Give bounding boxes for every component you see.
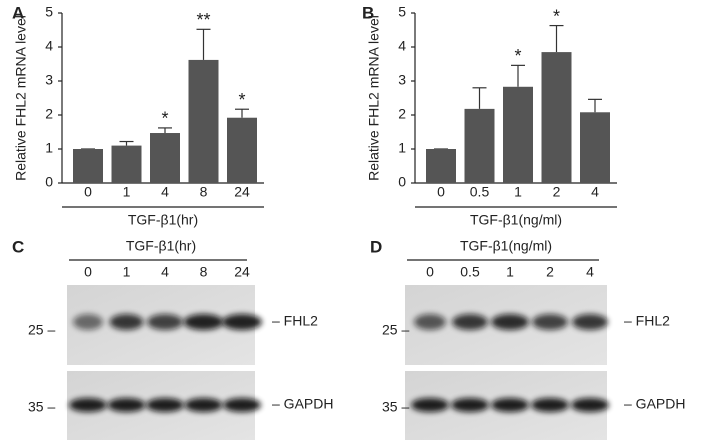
significance-mark: * — [161, 109, 168, 129]
y-tick-label: 0 — [45, 174, 53, 190]
significance-mark: * — [553, 6, 560, 26]
blot-band — [183, 314, 224, 330]
blot-band — [571, 398, 609, 412]
x-tick-label: 1 — [514, 184, 522, 200]
y-axis-label: Relative FHL2 mRNA level — [13, 15, 29, 181]
lane-label: 1 — [123, 264, 131, 280]
x-tick-label: 24 — [234, 184, 250, 200]
x-tick-label: 1 — [123, 184, 131, 200]
x-tick-label: 0 — [437, 184, 445, 200]
y-tick-label: 2 — [398, 106, 406, 122]
lane-label: 0 — [84, 264, 92, 280]
y-tick-label: 0 — [398, 174, 406, 190]
blot-band — [146, 398, 184, 412]
band-label: – GAPDH — [272, 396, 333, 412]
y-tick-label: 5 — [45, 4, 53, 20]
marker-label: 25 – — [382, 322, 409, 338]
blot-band — [223, 398, 261, 412]
lane-label: 4 — [586, 264, 594, 280]
blot-band — [184, 398, 223, 412]
significance-mark: * — [514, 46, 521, 66]
blot-band — [452, 314, 488, 330]
panel-label: B — [362, 3, 374, 22]
bar — [188, 59, 219, 183]
lane-label: 24 — [234, 264, 250, 280]
bar — [464, 108, 495, 183]
blot-band — [107, 398, 146, 412]
y-tick-label: 4 — [45, 38, 53, 54]
bar — [541, 52, 572, 183]
panel-label: C — [12, 237, 24, 256]
marker-label: 25 – — [28, 322, 55, 338]
bar — [111, 145, 142, 183]
bar — [227, 117, 257, 183]
y-tick-label: 3 — [398, 72, 406, 88]
blot-band — [531, 398, 569, 412]
x-tick-label: 4 — [161, 184, 169, 200]
lane-label: 0 — [426, 264, 434, 280]
bar — [150, 133, 180, 183]
y-tick-label: 5 — [398, 4, 406, 20]
blot-band — [491, 398, 529, 412]
blot-band — [411, 398, 449, 412]
x-tick-label: 0 — [84, 184, 92, 200]
lane-label: 1 — [506, 264, 514, 280]
x-axis-label: TGF-β1(hr) — [128, 212, 198, 228]
bar — [426, 149, 456, 183]
blot-header: TGF-β1(hr) — [126, 238, 196, 254]
bar — [580, 112, 610, 183]
blot-band — [572, 314, 608, 330]
blot-band — [73, 314, 103, 330]
panel-label: A — [12, 3, 24, 22]
marker-label: 35 – — [28, 399, 55, 415]
blot-band — [109, 314, 144, 330]
lane-label: 8 — [200, 264, 208, 280]
blot-band — [532, 314, 568, 330]
blot-band — [451, 398, 489, 412]
lane-label: 4 — [161, 264, 169, 280]
blot-band — [491, 314, 529, 330]
significance-mark: * — [238, 90, 245, 110]
y-tick-label: 4 — [398, 38, 406, 54]
lane-label: 0.5 — [460, 264, 480, 280]
panel-label: D — [370, 237, 382, 256]
significance-mark: ** — [196, 10, 210, 30]
blot-band — [147, 314, 183, 330]
x-tick-label: 8 — [200, 184, 208, 200]
x-tick-label: 0.5 — [470, 184, 490, 200]
lane-label: 2 — [546, 264, 554, 280]
marker-label: 35 – — [382, 399, 409, 415]
bar — [503, 86, 533, 183]
blot-band — [414, 314, 446, 330]
blot-band — [222, 314, 262, 330]
blot-header: TGF-β1(ng/ml) — [460, 238, 552, 254]
band-label: – FHL2 — [624, 313, 670, 329]
x-tick-label: 4 — [591, 184, 599, 200]
x-tick-label: 2 — [553, 184, 561, 200]
y-tick-label: 3 — [45, 72, 53, 88]
bar — [73, 149, 103, 183]
x-axis-label: TGF-β1(ng/ml) — [470, 212, 562, 228]
band-label: – FHL2 — [272, 313, 318, 329]
y-axis-label: Relative FHL2 mRNA level — [366, 15, 382, 181]
band-label: – GAPDH — [624, 396, 685, 412]
y-tick-label: 1 — [398, 140, 406, 156]
blot-band — [69, 398, 107, 412]
y-tick-label: 2 — [45, 106, 53, 122]
y-tick-label: 1 — [45, 140, 53, 156]
